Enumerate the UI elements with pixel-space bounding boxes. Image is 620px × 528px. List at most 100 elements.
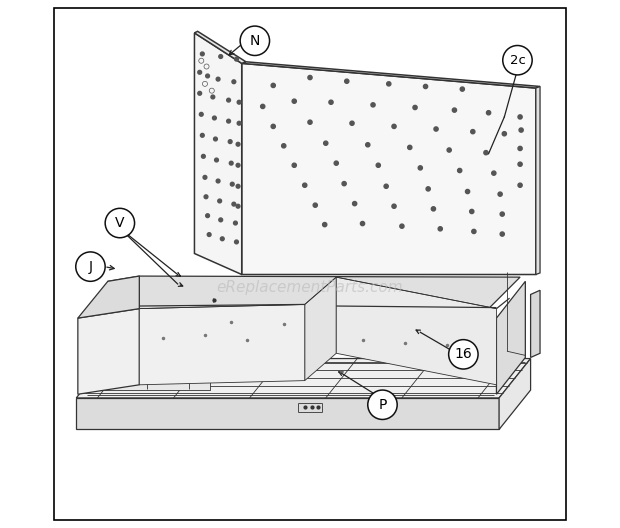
Circle shape xyxy=(227,119,231,123)
Circle shape xyxy=(447,148,451,152)
Circle shape xyxy=(232,80,236,83)
Circle shape xyxy=(392,204,396,209)
Polygon shape xyxy=(78,276,140,318)
Polygon shape xyxy=(242,62,540,88)
Circle shape xyxy=(216,179,220,183)
Circle shape xyxy=(234,221,237,225)
Circle shape xyxy=(231,182,234,186)
Circle shape xyxy=(198,91,202,95)
Circle shape xyxy=(219,54,223,59)
Circle shape xyxy=(322,222,327,227)
Circle shape xyxy=(418,166,422,170)
Circle shape xyxy=(376,163,381,167)
Circle shape xyxy=(453,108,456,112)
Circle shape xyxy=(492,171,496,175)
Circle shape xyxy=(434,127,438,131)
Circle shape xyxy=(303,183,307,187)
Polygon shape xyxy=(76,398,499,429)
Circle shape xyxy=(342,182,346,186)
Circle shape xyxy=(471,129,475,134)
Circle shape xyxy=(500,232,504,236)
Circle shape xyxy=(518,146,522,150)
Circle shape xyxy=(206,214,210,218)
Circle shape xyxy=(360,221,365,225)
Circle shape xyxy=(353,202,356,206)
Circle shape xyxy=(236,184,240,188)
Polygon shape xyxy=(78,309,140,394)
Circle shape xyxy=(202,154,205,158)
Polygon shape xyxy=(536,87,540,275)
Circle shape xyxy=(460,87,464,91)
Circle shape xyxy=(105,209,135,238)
Circle shape xyxy=(236,163,240,167)
Circle shape xyxy=(519,128,523,132)
Circle shape xyxy=(426,187,430,191)
Circle shape xyxy=(232,202,236,206)
Polygon shape xyxy=(305,277,336,381)
Circle shape xyxy=(449,340,478,369)
Circle shape xyxy=(518,162,522,166)
Circle shape xyxy=(211,95,215,99)
Circle shape xyxy=(292,99,296,103)
Polygon shape xyxy=(531,290,540,357)
Circle shape xyxy=(500,212,504,216)
Circle shape xyxy=(368,390,397,419)
Circle shape xyxy=(206,74,210,78)
Circle shape xyxy=(203,175,207,179)
Circle shape xyxy=(281,144,286,148)
Polygon shape xyxy=(242,63,536,275)
Circle shape xyxy=(329,100,333,105)
Circle shape xyxy=(503,45,532,75)
Text: 16: 16 xyxy=(454,347,472,361)
Circle shape xyxy=(292,163,296,167)
Circle shape xyxy=(237,121,241,125)
Polygon shape xyxy=(140,276,520,309)
Circle shape xyxy=(227,98,231,102)
Polygon shape xyxy=(108,276,140,357)
Circle shape xyxy=(237,100,241,104)
Circle shape xyxy=(366,143,370,147)
Circle shape xyxy=(219,218,223,222)
Circle shape xyxy=(423,84,428,89)
Circle shape xyxy=(228,140,232,144)
Circle shape xyxy=(198,70,202,74)
Circle shape xyxy=(470,210,474,214)
Circle shape xyxy=(218,199,221,203)
Circle shape xyxy=(432,207,435,211)
Circle shape xyxy=(234,57,238,61)
Circle shape xyxy=(308,120,312,124)
Circle shape xyxy=(392,124,396,128)
Circle shape xyxy=(334,161,339,165)
Circle shape xyxy=(271,83,275,88)
Circle shape xyxy=(466,190,470,194)
Circle shape xyxy=(502,131,507,136)
Circle shape xyxy=(240,26,270,55)
Circle shape xyxy=(484,150,488,155)
Circle shape xyxy=(324,141,328,145)
Circle shape xyxy=(236,143,240,146)
Text: V: V xyxy=(115,216,125,230)
Circle shape xyxy=(200,52,204,56)
Circle shape xyxy=(213,137,218,141)
Circle shape xyxy=(350,121,354,125)
Circle shape xyxy=(408,145,412,149)
Circle shape xyxy=(76,252,105,281)
Polygon shape xyxy=(195,31,246,63)
Circle shape xyxy=(458,168,462,173)
Polygon shape xyxy=(336,277,497,385)
Text: J: J xyxy=(89,260,92,274)
Circle shape xyxy=(204,195,208,199)
Circle shape xyxy=(518,183,522,187)
Circle shape xyxy=(472,229,476,233)
Circle shape xyxy=(387,82,391,86)
Text: 2c: 2c xyxy=(510,54,525,67)
Polygon shape xyxy=(497,281,525,394)
Circle shape xyxy=(400,224,404,228)
Circle shape xyxy=(220,237,224,241)
Circle shape xyxy=(371,103,375,107)
Circle shape xyxy=(518,115,522,119)
Circle shape xyxy=(308,76,312,80)
Circle shape xyxy=(207,233,211,237)
Circle shape xyxy=(413,106,417,110)
Polygon shape xyxy=(87,364,210,390)
